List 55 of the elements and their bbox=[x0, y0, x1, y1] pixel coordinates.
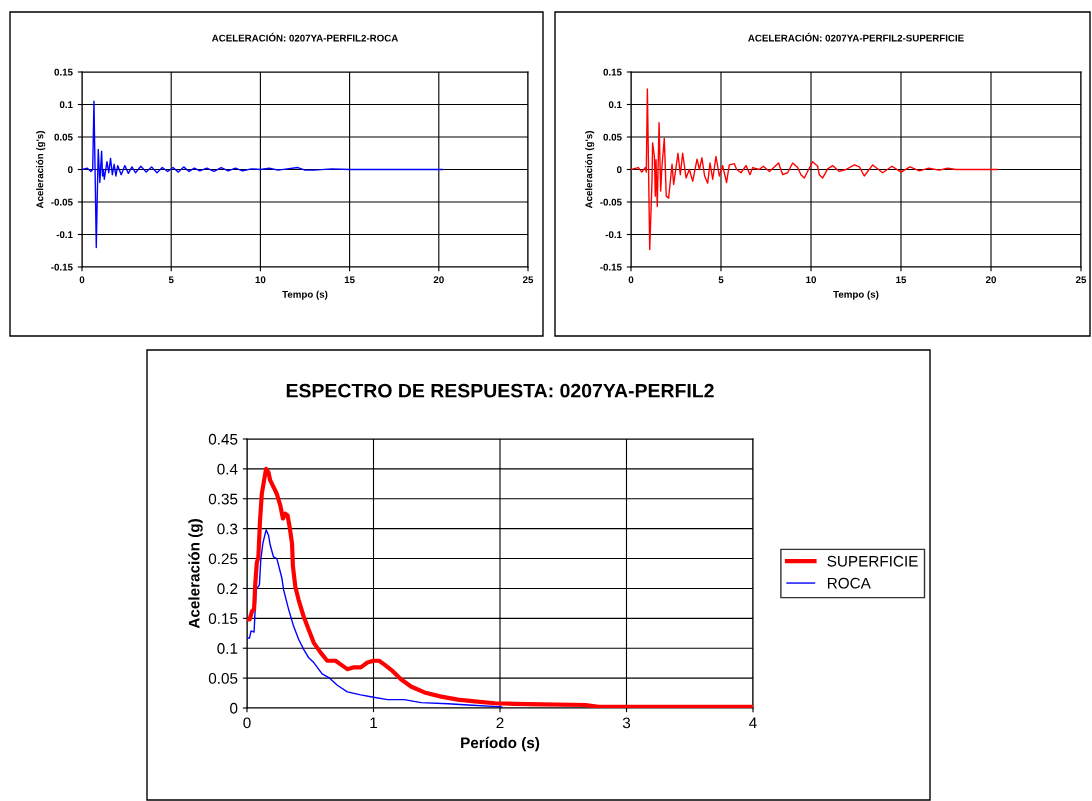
x-tick-label: 2 bbox=[496, 717, 504, 729]
chart-title: ACELERACIÓN: 0207YA-PERFIL2-ROCA bbox=[211, 32, 399, 42]
y-tick-label: 0.2 bbox=[217, 583, 238, 595]
y-tick-label: -0.15 bbox=[600, 263, 622, 271]
x-tick-label: 15 bbox=[896, 276, 907, 284]
x-tick-label: 0 bbox=[243, 717, 251, 729]
x-tick-label: 1 bbox=[370, 717, 377, 729]
legend-label: SUPERFICIE bbox=[827, 555, 918, 567]
y-tick-label: 0.3 bbox=[217, 523, 238, 535]
y-tick-label: 0.45 bbox=[208, 433, 238, 445]
y-tick-label: 0.25 bbox=[208, 553, 238, 565]
y-tick-label: -0.15 bbox=[51, 263, 73, 271]
x-tick-label: 5 bbox=[168, 276, 174, 284]
x-tick-label: 20 bbox=[985, 276, 997, 284]
x-tick-label: 15 bbox=[344, 276, 355, 284]
y-tick-label: 0.1 bbox=[59, 101, 73, 109]
y-axis-title: Aceleración (g) bbox=[188, 519, 203, 629]
x-axis-title: Período (s) bbox=[461, 736, 540, 752]
y-tick-label: -0.05 bbox=[600, 198, 622, 206]
x-axis-title: Tempo (s) bbox=[833, 290, 879, 300]
y-tick-label: 0 bbox=[67, 166, 73, 174]
x-tick-label: 0 bbox=[79, 276, 85, 284]
x-tick-label: 4 bbox=[749, 717, 757, 729]
line-series bbox=[631, 88, 998, 251]
y-tick-label: 0.1 bbox=[217, 643, 238, 654]
y-axis-title: Aceleración (g's) bbox=[36, 131, 46, 209]
x-tick-label: 10 bbox=[806, 276, 817, 284]
x-tick-label: 25 bbox=[522, 276, 534, 284]
y-tick-label: 0.05 bbox=[208, 672, 238, 684]
y-tick-label: 0.15 bbox=[54, 68, 73, 76]
x-tick-label: 3 bbox=[622, 717, 631, 729]
x-tick-label: 20 bbox=[433, 276, 444, 284]
y-tick-label: -0.05 bbox=[51, 198, 73, 206]
y-tick-label: 0.05 bbox=[603, 133, 622, 141]
y-tick-label: 0.1 bbox=[608, 101, 622, 109]
y-tick-label: 0 bbox=[230, 702, 238, 714]
x-axis-title: Tempo (s) bbox=[282, 290, 328, 300]
legend-label: ROCA bbox=[827, 577, 871, 589]
y-tick-label: 0.05 bbox=[54, 133, 73, 141]
y-tick-label: 0.4 bbox=[217, 463, 238, 475]
y-tick-label: 0.35 bbox=[208, 493, 238, 505]
y-tick-label: -0.1 bbox=[56, 231, 73, 239]
line-series bbox=[247, 529, 503, 708]
y-tick-label: 0 bbox=[616, 166, 622, 174]
x-tick-label: 10 bbox=[255, 276, 266, 284]
x-tick-label: 25 bbox=[1075, 276, 1087, 284]
y-axis-title: Aceleración (g's) bbox=[585, 131, 595, 209]
chart-title: ACELERACIÓN: 0207YA-PERFIL2-SUPERFICIE bbox=[748, 32, 964, 42]
chart-title: ESPECTRO DE RESPUESTA: 0207YA-PERFIL2 bbox=[286, 383, 714, 398]
y-tick-label: 0.15 bbox=[603, 68, 622, 76]
line-series bbox=[82, 100, 444, 249]
x-tick-label: 5 bbox=[718, 276, 724, 284]
x-tick-label: 0 bbox=[628, 276, 634, 284]
y-tick-label: 0.15 bbox=[208, 613, 238, 625]
y-tick-label: -0.1 bbox=[605, 231, 622, 239]
